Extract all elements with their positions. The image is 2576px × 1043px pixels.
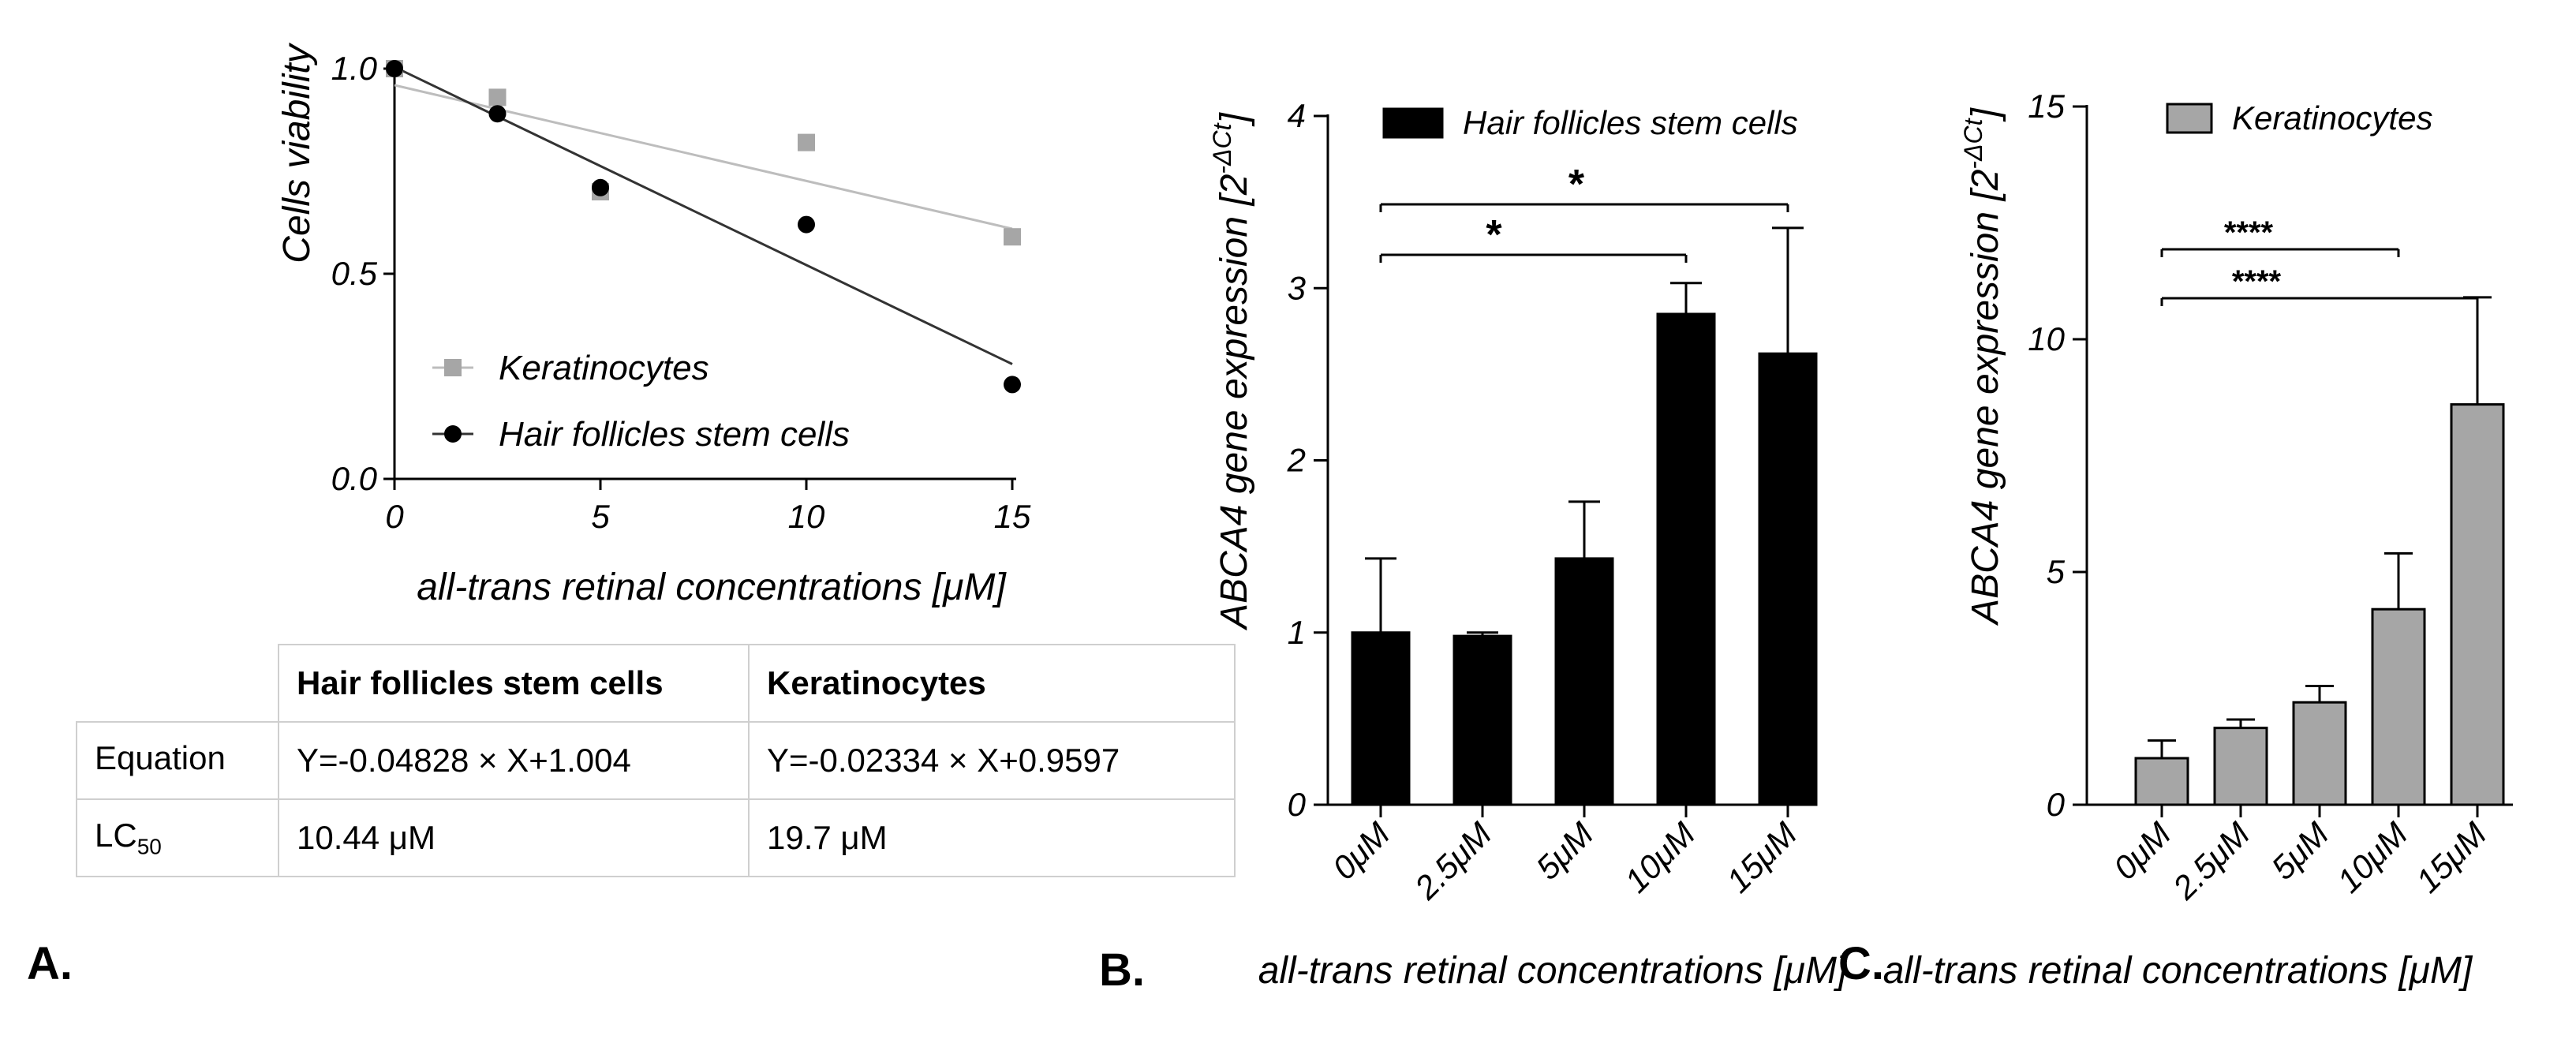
legend-label-c: Keratinocytes — [2232, 99, 2432, 136]
y-axis-label-sup-c: -ΔCt — [1959, 118, 1987, 169]
y-tick-label-b: 2 — [1287, 442, 1306, 479]
data-point-hfsc — [798, 215, 815, 234]
y-tick-label-a: 1.0 — [331, 50, 378, 87]
table-cell-keratinocytes-lc50: 19.7 μM — [748, 798, 1236, 877]
bar-c — [2134, 757, 2189, 806]
y-axis-label-b: ABCA4 gene expression [2-ΔCt] — [1208, 111, 1255, 630]
data-point-hfsc — [488, 105, 507, 123]
y-tick-label-b: 1 — [1288, 614, 1306, 651]
y-tick-label-b: 4 — [1288, 97, 1306, 134]
table-cell-hfsc-lc50: 10.44 μM — [278, 798, 750, 877]
bar-c — [2450, 403, 2505, 806]
x-tick-label-a: 0 — [385, 498, 404, 535]
significance-label-b: * — [1486, 212, 1502, 258]
row-label-text: Equation — [95, 738, 226, 776]
y-tick-label-c: 5 — [2047, 553, 2066, 590]
x-tick-label-c: 5μM — [2264, 815, 2336, 887]
y-tick-label-b: 0 — [1288, 786, 1307, 823]
legend-label-1: Hair follicles stem cells — [499, 415, 850, 454]
table-cell-keratinocytes-equation: Y=-0.02334 × X+0.9597 — [748, 721, 1236, 800]
y-axis-label-main-c: ABCA4 gene expression [2 — [1965, 170, 2006, 626]
x-tick-label-a: 10 — [788, 498, 825, 535]
y-tick-label-a: 0.0 — [331, 460, 378, 497]
x-tick-label-b: 0μM — [1325, 815, 1397, 887]
row-label-text: LC — [95, 816, 137, 854]
x-tick-label-c: 2.5μM — [2165, 815, 2256, 907]
table-header-row: Hair follicles stem cells Keratinocytes — [77, 644, 1236, 723]
table-row-label: LC50 — [76, 798, 279, 877]
table-row-label: Equation — [76, 721, 279, 800]
x-axis-label-c: all-trans retinal concentrations [μM] — [1883, 950, 2473, 992]
y-tick-label-c: 10 — [2028, 320, 2065, 357]
y-axis-label-sup-b: -ΔCt — [1208, 122, 1236, 174]
bar-b — [1351, 631, 1411, 806]
y-axis-label-end-c: ] — [1965, 107, 2006, 121]
bar-c — [2292, 701, 2347, 806]
x-tick-label-c: 0μM — [2107, 815, 2178, 887]
table-header-keratinocytes: Keratinocytes — [748, 644, 1236, 723]
y-axis-label-c: ABCA4 gene expression [2-ΔCt] — [1959, 107, 2006, 626]
table-row: Equation Y=-0.04828 × X+1.004 Y=-0.02334… — [76, 721, 1236, 800]
table-row: LC50 10.44 μM 19.7 μM — [76, 798, 1236, 877]
y-axis-label-a: Cells viability — [276, 42, 318, 263]
x-axis-label-b: all-trans retinal concentrations [μM] — [1258, 950, 1849, 992]
y-tick-label-a: 0.5 — [331, 255, 378, 292]
bar-c — [2213, 727, 2268, 806]
data-point-keratinocytes — [488, 88, 507, 107]
significance-label-b: * — [1568, 162, 1585, 207]
x-tick-label-a: 15 — [994, 498, 1031, 535]
table-header-hfsc: Hair follicles stem cells — [278, 644, 750, 723]
panel-label-b: B. — [1099, 944, 1145, 996]
x-tick-label-b: 10μM — [1617, 815, 1702, 899]
y-tick-label-c: 0 — [2047, 786, 2066, 823]
panel-label-a: A. — [27, 938, 73, 989]
x-tick-label-b: 2.5μM — [1407, 815, 1498, 907]
row-label-sub: 50 — [136, 834, 162, 859]
legend-label-0: Keratinocytes — [499, 349, 709, 387]
bar-b — [1453, 634, 1512, 806]
table-header-empty — [77, 645, 279, 723]
data-point-hfsc — [592, 178, 609, 196]
bar-b — [1758, 352, 1818, 806]
fit-line-1 — [394, 65, 1013, 365]
data-point-hfsc — [386, 60, 403, 77]
significance-label-c: **** — [2232, 264, 2282, 299]
bar-c — [2371, 607, 2426, 806]
lc50-table: Hair follicles stem cells Keratinocytes … — [76, 644, 1236, 877]
y-tick-label-b: 3 — [1288, 269, 1306, 306]
legend-swatch-c — [2166, 103, 2213, 134]
x-tick-label-c: 10μM — [2330, 815, 2414, 899]
fit-line-0 — [394, 84, 1013, 230]
data-point-keratinocytes — [1004, 228, 1021, 246]
legend-swatch-b — [1382, 107, 1444, 139]
panel-label-c: C. — [1838, 938, 1884, 989]
legend-label-b: Hair follicles stem cells — [1463, 104, 1798, 141]
x-tick-label-c: 15μM — [2409, 815, 2493, 899]
data-point-keratinocytes — [798, 133, 815, 151]
legend-marker-hfsc — [444, 425, 462, 443]
bar-b — [1554, 557, 1614, 806]
significance-label-c: **** — [2224, 215, 2274, 250]
table-cell-hfsc-equation: Y=-0.04828 × X+1.004 — [278, 721, 750, 800]
x-axis-label-a: all-trans retinal concentrations [μM] — [417, 566, 1007, 608]
data-point-hfsc — [1004, 376, 1021, 394]
x-tick-label-b: 15μM — [1719, 815, 1804, 899]
bar-b — [1656, 312, 1716, 806]
y-tick-label-c: 15 — [2028, 88, 2065, 125]
legend-marker-keratinocytes — [444, 359, 462, 376]
x-tick-label-b: 5μM — [1529, 815, 1601, 887]
y-axis-label-end-b: ] — [1213, 111, 1255, 126]
y-axis-label-main-b: ABCA4 gene expression [2 — [1213, 174, 1255, 631]
x-tick-label-a: 5 — [591, 498, 610, 535]
